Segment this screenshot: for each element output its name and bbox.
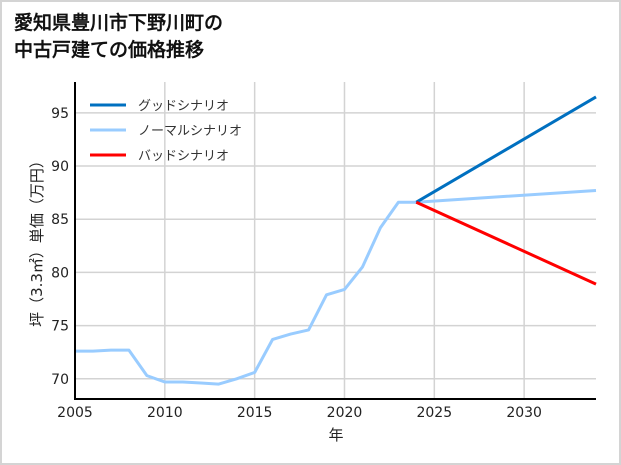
- x-axis-label: 年: [328, 426, 343, 444]
- y-axis-label: 坪（3.3㎡）単価（万円）: [28, 153, 46, 327]
- grid-lines: [74, 82, 596, 399]
- legend-label: ノーマルシナリオ: [138, 124, 242, 139]
- x-tick-label: 2020: [327, 405, 363, 421]
- series-line-2: [415, 200, 597, 286]
- series-line-1: [75, 189, 597, 386]
- x-tick-label: 2010: [147, 405, 183, 421]
- legend-label: グッドシナリオ: [138, 99, 229, 114]
- y-tick-label: 95: [51, 106, 69, 122]
- title-line-2: 中古戸建ての価格推移: [14, 39, 205, 61]
- y-tick-label: 80: [51, 265, 69, 281]
- series-lines: [75, 95, 597, 386]
- x-tick-labels: 2005 2010 2015 2020 2025 2030: [57, 405, 542, 421]
- x-tick-label: 2030: [506, 405, 542, 421]
- y-tick-labels: 70 75 80 85 90 95: [51, 106, 69, 388]
- y-tick-label: 85: [51, 212, 69, 228]
- title-line-1: 愛知県豊川市下野川町の: [14, 12, 224, 34]
- y-tick-label: 70: [51, 372, 69, 388]
- x-tick-label: 2005: [57, 405, 93, 421]
- axes: [74, 82, 596, 400]
- series-line-0: [415, 95, 597, 204]
- legend-label: バッドシナリオ: [138, 149, 229, 164]
- y-tick-label: 75: [51, 319, 69, 335]
- chart-title: 愛知県豊川市下野川町の 中古戸建ての価格推移: [14, 10, 223, 64]
- y-tick-label: 90: [51, 159, 69, 175]
- x-tick-label: 2025: [416, 405, 452, 421]
- x-tick-label: 2015: [237, 405, 273, 421]
